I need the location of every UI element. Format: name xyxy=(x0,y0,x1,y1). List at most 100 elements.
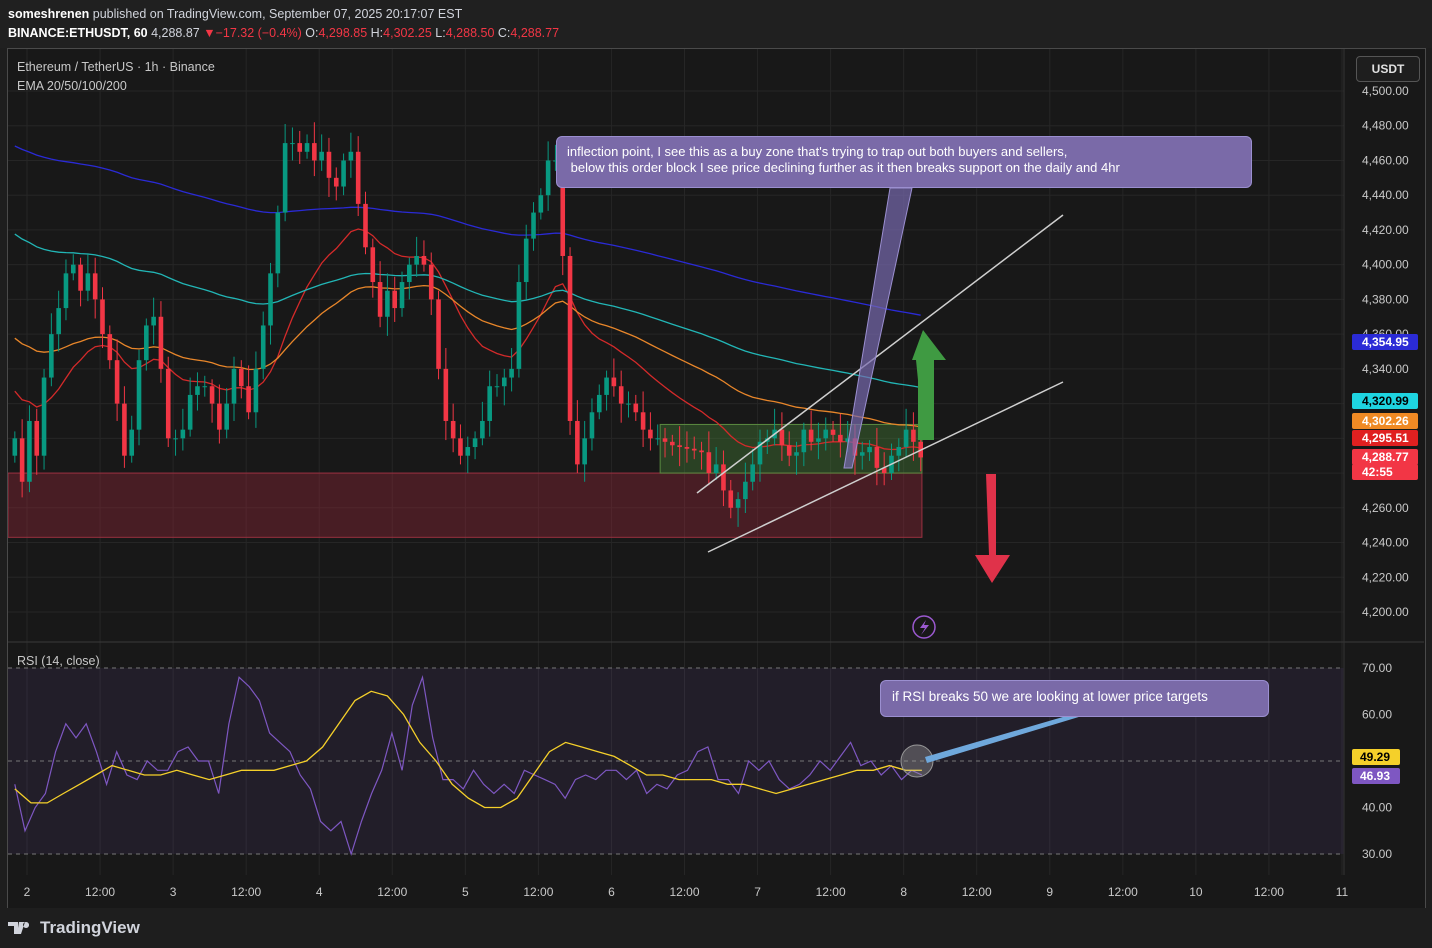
candle-body xyxy=(662,438,668,442)
candle-body xyxy=(355,151,361,204)
candle-body xyxy=(589,412,595,439)
candle-body xyxy=(56,308,61,335)
price-tick-label: 4,340.00 xyxy=(1362,362,1409,376)
candle-body xyxy=(706,452,712,474)
candle-body xyxy=(443,368,449,421)
time-tick-label: 12:00 xyxy=(962,885,992,899)
candle-body xyxy=(713,464,719,474)
price-tag-label: 4,295.51 xyxy=(1362,431,1409,445)
high-value: 4,302.25 xyxy=(383,26,432,40)
high-label: H: xyxy=(370,26,384,40)
candle-body xyxy=(640,412,646,430)
candle-body xyxy=(377,282,383,317)
candle-body xyxy=(859,452,865,456)
header-bar: someshrenen published on TradingView.com… xyxy=(0,0,1432,48)
candle-body xyxy=(867,447,872,453)
order-block-zone xyxy=(8,472,923,538)
candle-body xyxy=(217,403,222,430)
time-tick-label: 12:00 xyxy=(816,885,846,899)
time-tick-label: 12:00 xyxy=(523,885,553,899)
candle-body xyxy=(728,490,734,508)
drawings xyxy=(696,187,1064,639)
publish-line: someshrenen published on TradingView.com… xyxy=(8,7,462,21)
candle-body xyxy=(63,273,69,309)
candle-body xyxy=(224,403,229,430)
candle-body xyxy=(560,160,566,256)
rsi-tick-label: 30.00 xyxy=(1362,847,1392,861)
candle-body xyxy=(158,316,164,369)
ema-legend[interactable]: EMA 20/50/100/200 xyxy=(17,79,127,93)
candle-body xyxy=(874,447,880,468)
candle-body xyxy=(85,273,91,291)
candle-body xyxy=(122,403,127,456)
rsi-tag xyxy=(1352,749,1400,765)
candle-body xyxy=(830,429,836,435)
tradingview-logo-icon xyxy=(8,922,30,934)
price-tick-label: 4,440.00 xyxy=(1362,188,1409,202)
price-tag-label: 4,354.95 xyxy=(1362,335,1409,349)
price-tag-label: 4,288.77 xyxy=(1362,450,1409,464)
price-tag xyxy=(1352,449,1418,465)
price-tick-label: 4,420.00 xyxy=(1362,223,1409,237)
candle-body xyxy=(494,386,500,388)
time-tick-label: 9 xyxy=(1046,885,1053,899)
ema-200-line xyxy=(14,145,921,316)
ema-100-line xyxy=(14,233,921,389)
candle-body xyxy=(626,403,631,405)
candle-body xyxy=(100,299,105,335)
candle-body xyxy=(136,360,142,430)
rsi-ma-line xyxy=(14,690,922,809)
rsi-callout-pointer xyxy=(925,712,1082,763)
price-tick-label: 4,480.00 xyxy=(1362,119,1409,133)
down-arrow-icon xyxy=(975,474,1010,583)
candle-body xyxy=(458,438,463,456)
candle-body xyxy=(480,420,485,439)
candle-body xyxy=(275,212,281,274)
symbol-line: BINANCE:ETHUSDT, 60 4,288.87 ▼−17.32 (−0… xyxy=(8,26,559,40)
price-tick-label: 4,500.00 xyxy=(1362,84,1409,98)
time-tick-label: 11 xyxy=(1336,885,1349,899)
candle-body xyxy=(312,143,317,161)
time-tick-label: 7 xyxy=(754,885,761,899)
price-tag xyxy=(1352,464,1418,480)
footer xyxy=(0,908,1432,948)
candle-body xyxy=(670,441,675,446)
close-label: C: xyxy=(497,26,511,40)
candle-body xyxy=(596,394,602,413)
time-tick-label: 12:00 xyxy=(1254,885,1284,899)
candle-body xyxy=(414,255,419,265)
candle-body xyxy=(370,247,376,283)
candle-body xyxy=(202,386,208,388)
tradingview-logo[interactable]: TradingView xyxy=(8,918,140,938)
candle-body xyxy=(41,377,47,456)
candle-body xyxy=(838,434,843,442)
candle-body xyxy=(231,368,237,404)
currency-button[interactable]: USDT xyxy=(1356,56,1420,82)
candle-body xyxy=(582,438,587,465)
ema-lines xyxy=(14,145,921,451)
price-tick-label: 4,240.00 xyxy=(1362,536,1409,550)
price-tag xyxy=(1352,334,1418,350)
up-arrow-icon xyxy=(912,330,946,440)
candle-body xyxy=(911,429,916,442)
chart-title[interactable]: Ethereum / TetherUS · 1h · Binance xyxy=(17,60,215,74)
rsi-legend[interactable]: RSI (14, close) xyxy=(17,654,100,668)
candle-body xyxy=(743,481,748,500)
time-tick-label: 5 xyxy=(462,885,469,899)
candle-body xyxy=(326,151,332,178)
candle-body xyxy=(129,429,135,456)
price-tag-label: 42:55 xyxy=(1362,465,1393,479)
candle-body xyxy=(677,445,682,448)
flash-icon xyxy=(912,615,936,639)
low-value: 4,288.50 xyxy=(445,26,495,40)
rsi-annotation[interactable]: if RSI breaks 50 we are looking at lower… xyxy=(880,680,1269,717)
candle-body xyxy=(27,420,32,482)
candle-body xyxy=(699,450,704,453)
candle-body xyxy=(187,394,193,430)
candle-body xyxy=(896,447,902,456)
inflection-annotation[interactable]: inflection point, I see this as a buy zo… xyxy=(556,136,1252,188)
candle-body xyxy=(341,160,346,187)
author-name[interactable]: someshrenen xyxy=(8,7,90,21)
candle-body xyxy=(450,420,456,439)
candle-body xyxy=(575,420,580,465)
